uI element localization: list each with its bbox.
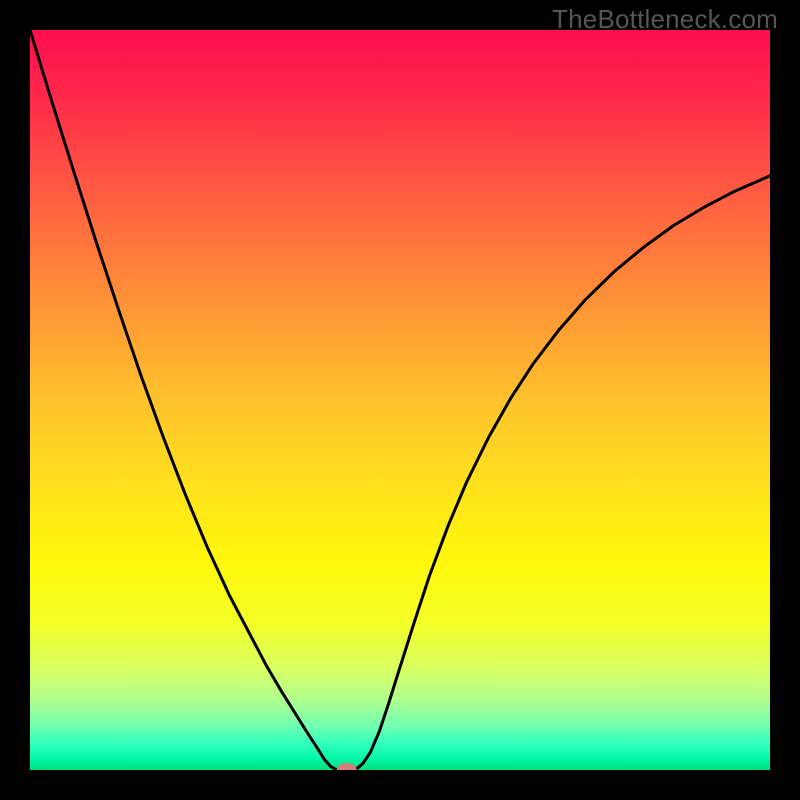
chart-svg xyxy=(30,30,770,770)
chart-area xyxy=(30,30,770,770)
gradient-background xyxy=(30,30,770,770)
watermark-text: TheBottleneck.com xyxy=(552,4,778,35)
